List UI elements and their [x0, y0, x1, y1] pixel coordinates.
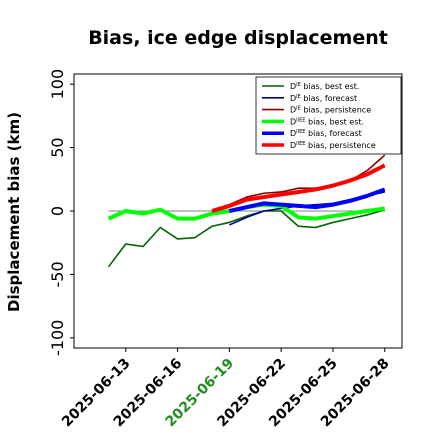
legend-label-3: DIIEE bias, best est. [290, 117, 364, 126]
y-ticks: -100 -50 0 50 100 [48, 69, 74, 356]
legend-label-4: DIIEE bias, forecast [290, 129, 362, 138]
series-line-5 [211, 163, 386, 213]
series-line-4 [228, 187, 386, 213]
legend-box [255, 76, 402, 155]
legend-label-2: DIE bias, persistence [290, 106, 371, 115]
legend: DIE bias, best est. DIE bias, forecast DIE… [255, 76, 402, 155]
series-line-0 [107, 208, 385, 268]
legend-label-0: DIE bias, best est. [290, 82, 359, 91]
y-tick-label: -100 [48, 320, 67, 356]
y-tick-label: 0 [48, 206, 67, 216]
legend-label-5: DIIEE bias, persistence [290, 141, 376, 150]
y-axis-label: Displacement bias (km) [5, 112, 23, 312]
y-tick-label: 50 [48, 137, 67, 157]
y-tick-label: 100 [48, 69, 67, 100]
x-ticks: 2025-06-132025-06-162025-06-192025-06-22… [59, 348, 393, 430]
y-tick-label: -50 [48, 261, 67, 287]
series-layer [107, 154, 386, 268]
legend-label-1: DIE bias, forecast [290, 94, 357, 103]
chart-title: Bias, ice edge displacement [88, 27, 388, 49]
